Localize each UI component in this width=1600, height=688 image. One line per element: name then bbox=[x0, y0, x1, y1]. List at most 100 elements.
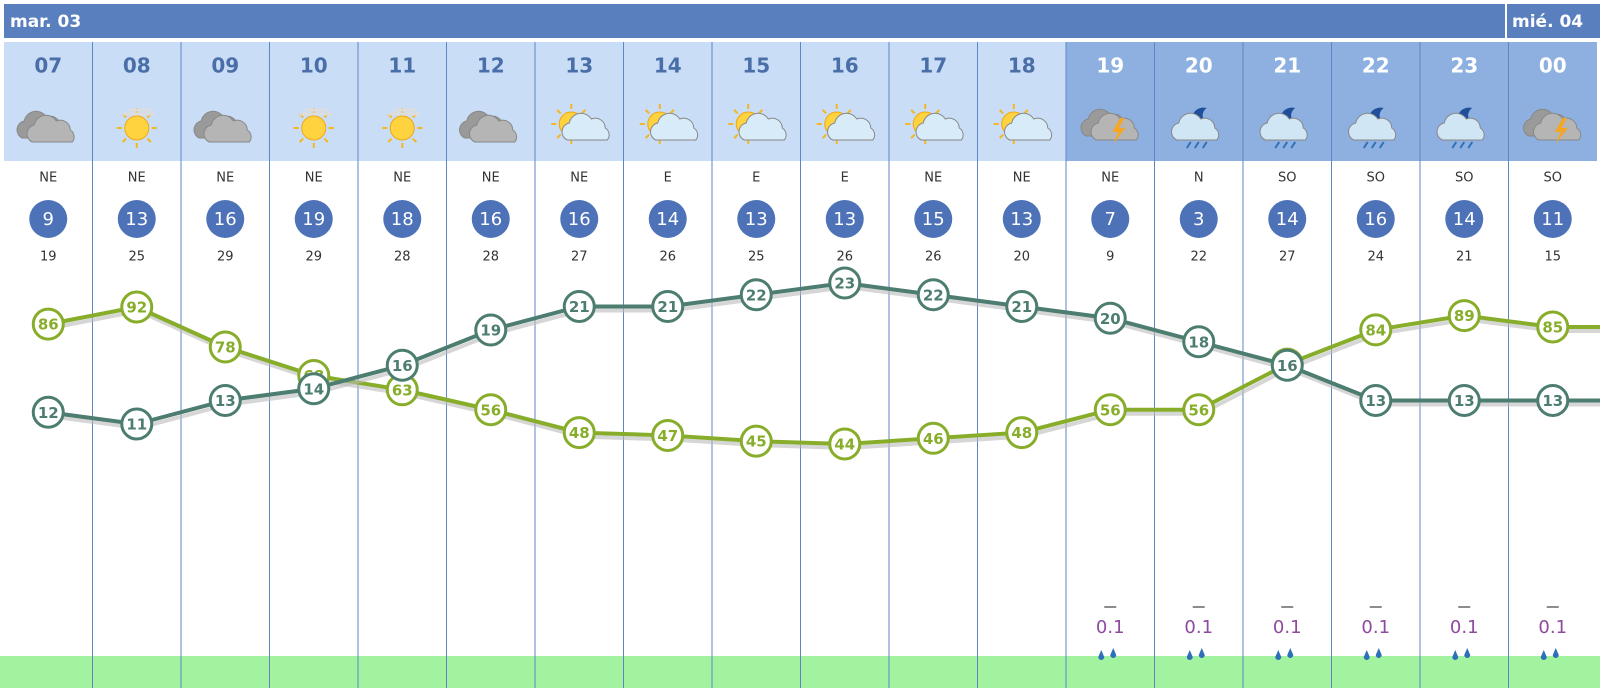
temp-point bbox=[297, 372, 331, 406]
cloud bbox=[1533, 112, 1582, 141]
cloud bbox=[1004, 112, 1053, 141]
humidity-label: 45 bbox=[746, 433, 767, 451]
weather-icon bbox=[551, 104, 610, 144]
hour-label: 00 bbox=[1539, 54, 1567, 78]
sun-ray bbox=[556, 109, 562, 115]
hour-cell bbox=[535, 42, 624, 161]
humidity-point bbox=[1093, 393, 1127, 427]
humidity-label: 92 bbox=[126, 299, 147, 317]
hour-label: 08 bbox=[123, 54, 151, 78]
sun-ray bbox=[998, 109, 1004, 115]
humidity-label: 47 bbox=[657, 427, 678, 445]
haze bbox=[299, 108, 332, 116]
sun bbox=[389, 115, 415, 141]
wind-gust: 28 bbox=[482, 250, 499, 265]
wind-speed: 13 bbox=[125, 209, 148, 230]
weather-icon bbox=[728, 104, 787, 144]
wind-badge bbox=[1445, 200, 1484, 238]
temp-label: 23 bbox=[834, 275, 855, 293]
wind-badge bbox=[1356, 200, 1395, 238]
humidity-point bbox=[1447, 299, 1481, 333]
humidity-point bbox=[828, 427, 862, 461]
wind-direction: NE bbox=[39, 171, 57, 186]
wind-gust: 27 bbox=[1279, 250, 1296, 265]
rain bbox=[1185, 141, 1208, 149]
wind-gust: 9 bbox=[1106, 250, 1114, 265]
hour-label: 21 bbox=[1273, 54, 1301, 78]
wind-badge bbox=[294, 200, 333, 238]
temp-point bbox=[828, 266, 862, 300]
weather-icon bbox=[382, 108, 423, 148]
temp-label: 21 bbox=[657, 298, 678, 316]
humidity-point bbox=[31, 307, 65, 341]
wind-direction: SO bbox=[1278, 171, 1296, 186]
humidity-label: 48 bbox=[569, 424, 590, 442]
hour-cell bbox=[623, 42, 712, 161]
weather-icon bbox=[993, 104, 1053, 144]
wind-speed: 15 bbox=[922, 209, 945, 230]
temp-point bbox=[739, 278, 773, 312]
hour-cell bbox=[712, 42, 801, 161]
precip: 0.1 bbox=[1096, 617, 1125, 638]
bolt bbox=[1112, 118, 1126, 144]
weather-icon bbox=[816, 104, 876, 144]
sun bbox=[301, 115, 327, 141]
hour-label: 11 bbox=[388, 54, 416, 78]
temp-point bbox=[31, 395, 65, 429]
sun-ray bbox=[733, 109, 739, 115]
hour-label: 17 bbox=[919, 54, 947, 78]
hour-label: 09 bbox=[211, 54, 239, 78]
wind-badge bbox=[471, 200, 510, 238]
temp-label: 13 bbox=[1542, 392, 1563, 410]
hour-cell bbox=[977, 42, 1066, 161]
humidity-point bbox=[1182, 393, 1216, 427]
precip: 0.1 bbox=[1538, 617, 1567, 638]
precip: 0.1 bbox=[1361, 617, 1390, 638]
wind-badge bbox=[914, 200, 953, 238]
wind-gust: 20 bbox=[1013, 250, 1030, 265]
wind-speed: 3 bbox=[1193, 209, 1204, 230]
rain bbox=[1451, 141, 1474, 149]
wind-badge bbox=[825, 200, 864, 238]
humidity-point bbox=[916, 421, 950, 455]
temp-label: 22 bbox=[746, 286, 767, 304]
sun-ray bbox=[733, 133, 739, 139]
humidity-label: 48 bbox=[1011, 424, 1032, 442]
wind-direction: SO bbox=[1544, 171, 1562, 186]
hour-cell bbox=[1508, 42, 1597, 161]
sun-ray bbox=[412, 137, 418, 143]
hour-label: 20 bbox=[1185, 54, 1213, 78]
wind-badge bbox=[206, 200, 245, 238]
day-label: mar. 03 bbox=[10, 12, 81, 32]
temp-point bbox=[916, 278, 950, 312]
hour-cell bbox=[358, 42, 447, 161]
wind-gust: 29 bbox=[217, 250, 234, 265]
weather-icon bbox=[1436, 107, 1485, 149]
wind-direction: NE bbox=[924, 171, 942, 186]
temp-point bbox=[1093, 301, 1127, 335]
wind-gust: 25 bbox=[748, 250, 765, 265]
haze bbox=[388, 108, 421, 116]
wind-gust: 27 bbox=[571, 250, 588, 265]
wind-gust: 26 bbox=[836, 250, 853, 265]
sun-ray bbox=[910, 133, 916, 139]
wind-speed: 13 bbox=[745, 209, 768, 230]
cloud bbox=[738, 112, 787, 141]
sun-ray bbox=[910, 109, 916, 115]
hour-label: 10 bbox=[300, 54, 328, 78]
wind-badge bbox=[383, 200, 422, 238]
wind-direction: NE bbox=[216, 171, 234, 186]
cloud bbox=[1171, 112, 1220, 141]
wind-badge bbox=[1091, 200, 1130, 238]
wind-badge bbox=[1179, 200, 1218, 238]
humidity-label: 78 bbox=[215, 338, 236, 356]
wind-gust: 25 bbox=[128, 250, 145, 265]
wind-gust: 21 bbox=[1456, 250, 1473, 265]
wind-speed: 14 bbox=[1276, 209, 1299, 230]
hour-label: 14 bbox=[654, 54, 682, 78]
temp-point bbox=[1182, 325, 1216, 359]
hour-cell bbox=[1154, 42, 1243, 161]
temp-label: 19 bbox=[480, 322, 501, 340]
weather-icon bbox=[193, 110, 252, 143]
rain-drops bbox=[1540, 648, 1559, 660]
